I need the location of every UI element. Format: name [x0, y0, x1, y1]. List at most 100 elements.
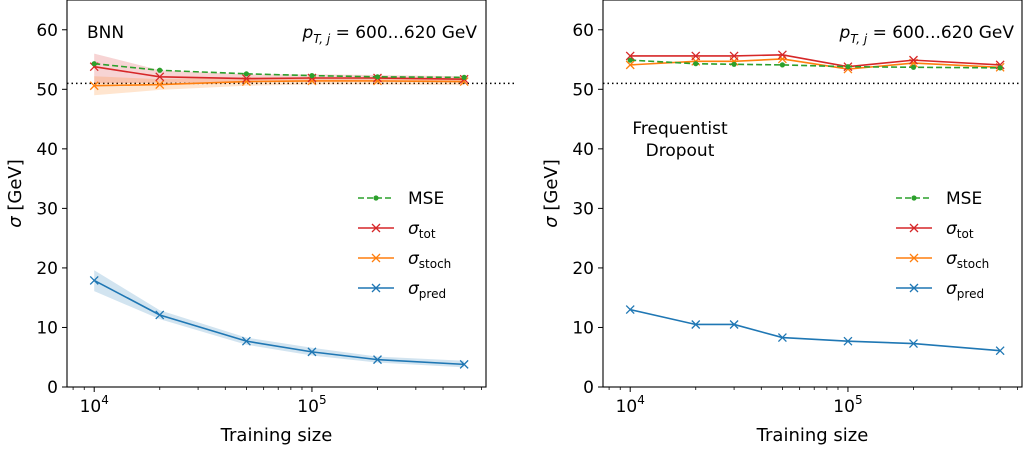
point-mse — [910, 64, 917, 70]
pt-symbol: p — [839, 23, 851, 43]
legend-marker-stoch — [909, 253, 919, 263]
point-pred — [777, 333, 787, 343]
axes-frame — [66, 0, 487, 388]
y-axis-unit: [GeV] — [5, 159, 26, 216]
pt-subscript: T, j — [313, 32, 331, 46]
point-mse — [997, 65, 1003, 71]
y-axis-label: σ [GeV] — [5, 159, 26, 228]
point-pred — [459, 359, 469, 369]
point-mse — [779, 62, 786, 68]
point-stoch — [155, 80, 165, 90]
x-tick-exponent: 4 — [101, 393, 109, 407]
y-axis-unit: [GeV] — [541, 159, 562, 216]
point-pred — [307, 347, 317, 357]
x-tick-base: 10 — [833, 397, 855, 417]
legend-label-mse: MSE — [408, 189, 444, 209]
legend-label-pred: σpred — [946, 279, 984, 301]
point-pred — [155, 310, 165, 320]
x-tick-label: 104 — [616, 393, 645, 417]
y-tick-label: 20 — [36, 259, 58, 279]
y-axis-symbol: σ — [5, 216, 26, 228]
point-mse — [374, 74, 381, 80]
point-mse — [627, 57, 633, 63]
y-tick-label: 10 — [36, 318, 58, 338]
panel-title: BNN — [87, 23, 124, 43]
legend-symbol: σ — [408, 219, 420, 239]
legend-marker-tot — [909, 223, 919, 233]
panel-title: Dropout — [646, 141, 715, 161]
point-pred — [729, 320, 739, 329]
axes-frame — [602, 0, 1023, 388]
point-mse — [845, 64, 851, 70]
y-tick-label: 30 — [36, 199, 58, 219]
point-tot — [691, 51, 701, 61]
point-pred — [909, 339, 918, 348]
legend-label-tot: σtot — [408, 219, 436, 241]
legend-marker-stoch — [371, 253, 381, 263]
point-tot — [155, 72, 165, 82]
legend-symbol: σ — [946, 279, 958, 299]
legend-label-tot: σtot — [946, 219, 974, 241]
y-tick-label: 30 — [572, 199, 594, 219]
legend-marker-pred — [909, 283, 919, 293]
point-tot — [241, 74, 251, 84]
x-axis-label: Training size — [756, 425, 869, 446]
y-tick-label: 40 — [572, 140, 594, 160]
legend-subscript: tot — [957, 227, 974, 241]
point-tot — [777, 50, 787, 60]
point-stoch — [777, 54, 787, 64]
panel-title: Frequentist — [632, 119, 728, 139]
series-line-pred — [93, 279, 465, 366]
series-line-tot — [94, 65, 465, 80]
y-tick-label: 20 — [572, 259, 594, 279]
legend-subscript: stoch — [419, 257, 452, 271]
legend-label-stoch: σstoch — [408, 249, 451, 271]
legend-text: MSE — [946, 189, 982, 209]
x-tick-label: 105 — [297, 393, 326, 417]
x-tick-base: 10 — [80, 397, 102, 417]
y-tick-label: 40 — [36, 140, 58, 160]
x-tick-exponent: 5 — [319, 393, 327, 407]
legend-marker-tot — [371, 223, 381, 233]
y-tick-label: 60 — [572, 21, 594, 41]
x-tick-base: 10 — [297, 397, 319, 417]
legend-label-stoch: σstoch — [946, 249, 989, 271]
legend-label-pred: σpred — [408, 279, 446, 301]
legend-subscript: pred — [957, 287, 984, 301]
legend-symbol: σ — [946, 249, 958, 269]
y-tick-label: 50 — [36, 80, 58, 100]
x-axis-label: Training size — [220, 425, 333, 446]
legend-symbol: σ — [408, 249, 420, 269]
legend-symbol: σ — [408, 279, 420, 299]
point-pred — [691, 320, 701, 329]
y-tick-label: 0 — [583, 378, 594, 398]
point-stoch — [625, 60, 635, 70]
point-pred — [89, 275, 99, 285]
legend-subscript: tot — [419, 227, 436, 241]
point-mse — [243, 71, 250, 77]
point-tot — [909, 55, 918, 65]
y-tick-label: 60 — [36, 21, 58, 41]
y-axis-symbol: σ — [541, 216, 562, 228]
x-tick-exponent: 5 — [855, 393, 863, 407]
point-mse — [309, 73, 315, 79]
pt-range-label: pT, j = 600...620 GeV — [302, 23, 478, 46]
pt-range: = 600...620 GeV — [867, 23, 1014, 43]
point-pred — [843, 336, 853, 346]
point-mse — [731, 61, 737, 67]
pt-symbol: p — [302, 23, 314, 43]
y-tick-label: 0 — [47, 378, 58, 398]
point-pred — [995, 346, 1005, 356]
x-tick-exponent: 4 — [637, 393, 645, 407]
x-tick-base: 10 — [616, 397, 638, 417]
legend-subscript: pred — [419, 287, 446, 301]
x-tick-label: 104 — [80, 393, 109, 417]
x-tick-label: 105 — [833, 393, 862, 417]
legend-label-mse: MSE — [946, 189, 982, 209]
point-mse — [461, 74, 467, 80]
